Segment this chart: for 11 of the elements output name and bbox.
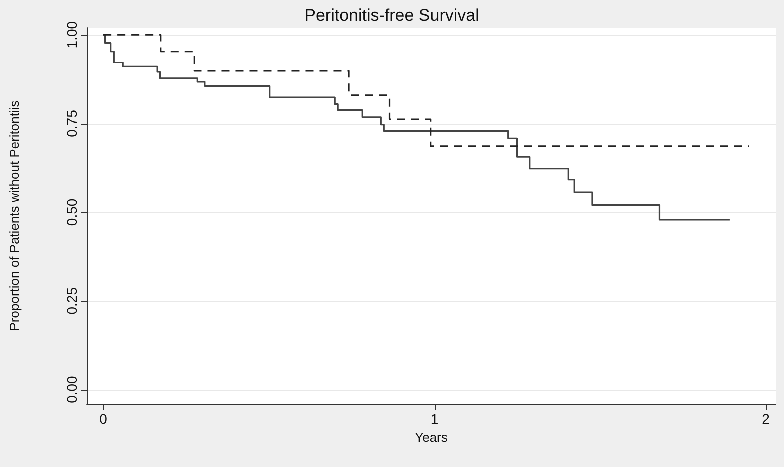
y-tick-label: 0.00	[64, 376, 80, 404]
x-tick-label: 1	[430, 411, 439, 427]
y-tick-label: 1.00	[64, 21, 80, 49]
x-tick-label: 2	[762, 411, 770, 427]
y-tick-label: 0.25	[64, 287, 80, 315]
x-tick-label: 0	[100, 411, 108, 427]
x-axis-title: Years	[415, 430, 448, 445]
chart-title: Peritonitis-free Survival	[304, 6, 480, 25]
y-tick-label: 0.50	[64, 198, 80, 226]
y-axis-title: Proportion of Patients without Peritontiis	[7, 100, 22, 332]
y-tick-label: 0.75	[64, 110, 80, 138]
